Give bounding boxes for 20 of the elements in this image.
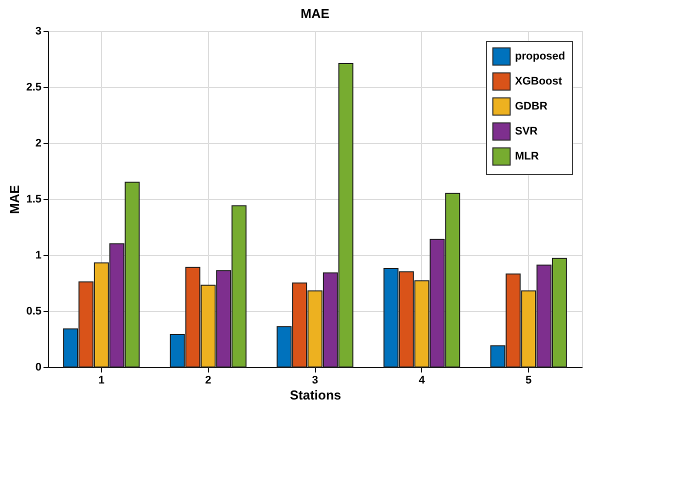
x-tick-label: 3 bbox=[312, 374, 318, 386]
legend-label: proposed bbox=[515, 50, 566, 62]
chart-title: MAE bbox=[300, 6, 330, 21]
y-tick-label: 2 bbox=[35, 138, 42, 150]
x-tick-label: 4 bbox=[418, 374, 426, 386]
y-tick-label: 2.5 bbox=[26, 82, 42, 94]
y-tick-label: 1 bbox=[35, 250, 42, 262]
x-tick-label: 2 bbox=[205, 374, 212, 386]
x-tick-label: 1 bbox=[98, 374, 104, 386]
y-tick-label: 3 bbox=[35, 26, 42, 38]
legend-label: XGBoost bbox=[515, 76, 562, 88]
y-axis-title: MAE bbox=[7, 184, 22, 214]
x-tick-label: 5 bbox=[526, 374, 532, 386]
legend-label: GDBR bbox=[515, 100, 548, 112]
y-tick-label: 0.5 bbox=[26, 306, 42, 318]
y-tick-label: 0 bbox=[35, 362, 42, 374]
x-axis-title: Stations bbox=[290, 388, 342, 402]
legend-label: MLR bbox=[515, 150, 539, 162]
y-tick-label: 1.5 bbox=[26, 194, 42, 206]
legend-label: SVR bbox=[515, 126, 538, 138]
